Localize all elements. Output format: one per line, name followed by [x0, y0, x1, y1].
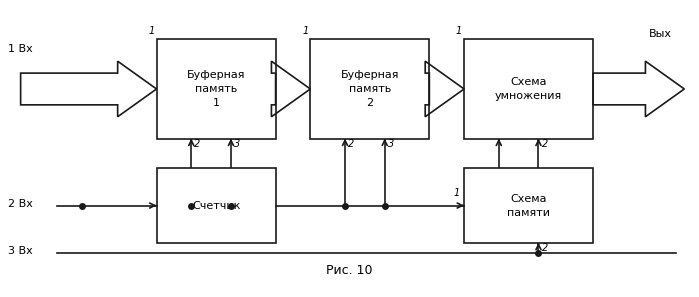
Text: 3: 3	[388, 138, 394, 148]
Text: 1: 1	[454, 188, 460, 198]
Bar	[157, 168, 275, 243]
Text: 1: 1	[456, 26, 462, 37]
Bar	[464, 168, 593, 243]
Text: Счетчик: Счетчик	[192, 200, 240, 211]
Text: 2: 2	[348, 138, 354, 148]
Text: 2 Вх: 2 Вх	[8, 199, 33, 208]
Text: Схема
умножения: Схема умножения	[495, 77, 562, 101]
Text: 1: 1	[148, 26, 154, 37]
Text: 1 Вх: 1 Вх	[8, 44, 32, 54]
Text: 2: 2	[542, 243, 548, 253]
Text: Вых: Вых	[649, 29, 672, 40]
Text: Схема
памяти: Схема памяти	[507, 194, 550, 217]
Bar	[464, 40, 593, 139]
Text: Рис. 10: Рис. 10	[326, 264, 373, 277]
Text: Буферная
память
1: Буферная память 1	[187, 70, 245, 108]
Bar	[310, 40, 429, 139]
Text: 2: 2	[542, 138, 548, 148]
Text: 1: 1	[302, 26, 308, 37]
Bar	[157, 40, 275, 139]
Text: 3 Вх: 3 Вх	[8, 246, 32, 256]
Text: 2: 2	[194, 138, 201, 148]
Text: 3: 3	[234, 138, 240, 148]
Text: Буферная
память
2: Буферная память 2	[340, 70, 399, 108]
